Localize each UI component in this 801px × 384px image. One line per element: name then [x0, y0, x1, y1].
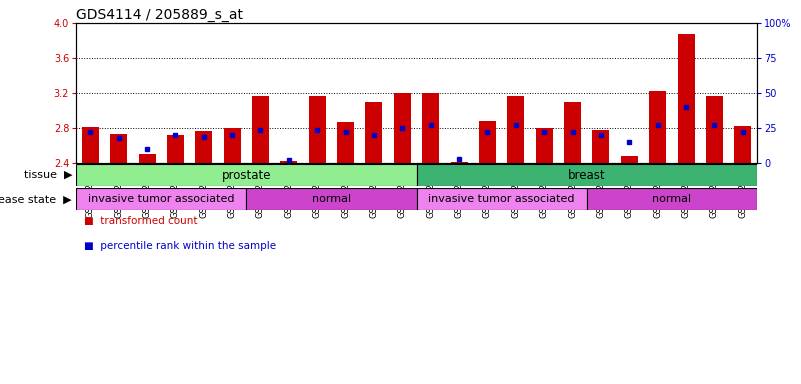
Bar	[223, 128, 240, 163]
Bar	[593, 130, 610, 163]
Text: invasive tumor associated: invasive tumor associated	[88, 194, 235, 204]
Bar	[195, 131, 212, 163]
Bar	[246, 188, 417, 210]
Bar	[337, 122, 354, 163]
Text: invasive tumor associated: invasive tumor associated	[429, 194, 575, 204]
Text: tissue  ▶: tissue ▶	[23, 170, 72, 180]
Text: GDS4114 / 205889_s_at: GDS4114 / 205889_s_at	[76, 8, 243, 22]
Bar	[365, 102, 382, 163]
Bar	[394, 93, 411, 163]
Bar	[586, 188, 757, 210]
Bar	[308, 96, 326, 163]
Text: breast: breast	[568, 169, 606, 182]
Bar	[735, 126, 751, 163]
Text: prostate: prostate	[222, 169, 271, 182]
Bar	[536, 128, 553, 163]
Bar	[649, 91, 666, 163]
Bar	[280, 161, 297, 163]
Bar	[417, 164, 757, 186]
Bar	[167, 135, 184, 163]
Text: ■  percentile rank within the sample: ■ percentile rank within the sample	[84, 241, 276, 251]
Bar	[82, 127, 99, 163]
Text: normal: normal	[652, 194, 691, 204]
Bar	[76, 188, 247, 210]
Bar	[110, 134, 127, 163]
Bar	[678, 33, 694, 163]
Text: ■  transformed count: ■ transformed count	[84, 216, 198, 226]
Bar	[621, 156, 638, 163]
Text: disease state  ▶: disease state ▶	[0, 194, 72, 204]
Bar	[507, 96, 525, 163]
Text: normal: normal	[312, 194, 351, 204]
Bar	[139, 154, 155, 163]
Bar	[450, 162, 468, 163]
Bar	[564, 102, 581, 163]
Bar	[706, 96, 723, 163]
Bar	[479, 121, 496, 163]
Bar	[76, 164, 417, 186]
Bar	[422, 93, 439, 163]
Bar	[417, 188, 586, 210]
Bar	[252, 96, 269, 163]
